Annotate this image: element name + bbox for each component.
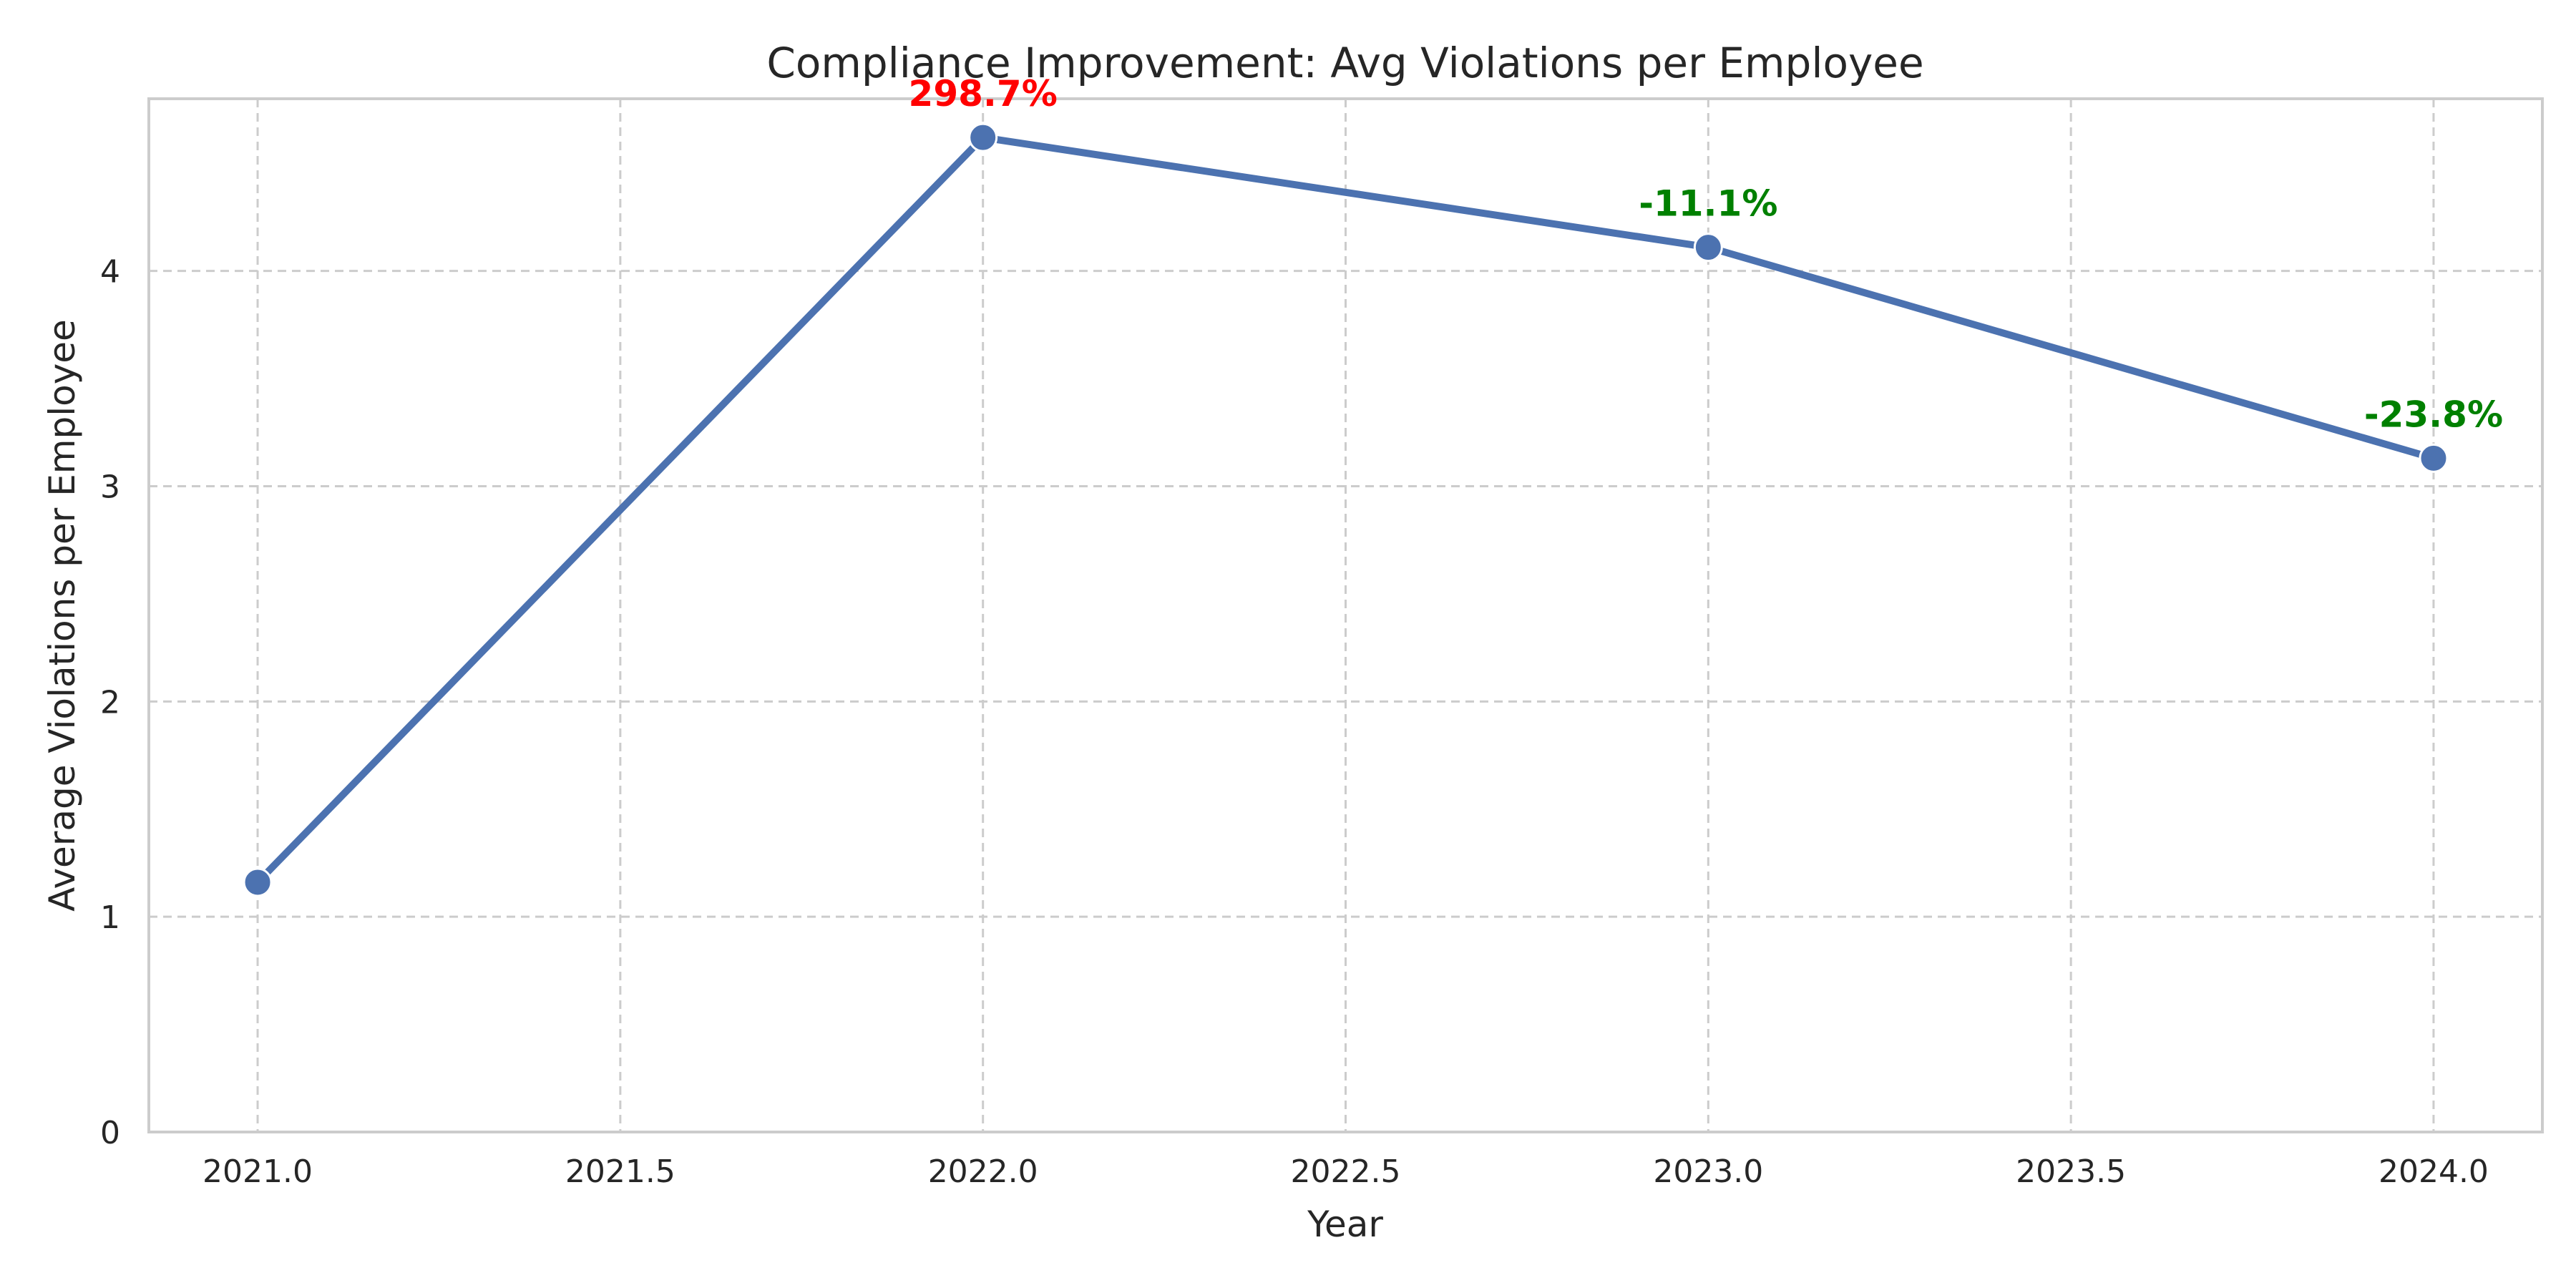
x-tick-label: 2023.5 xyxy=(2016,1153,2126,1190)
y-tick-label: 2 xyxy=(100,684,120,721)
data-point xyxy=(2419,443,2449,473)
series-line xyxy=(254,134,2437,887)
x-tick-label: 2022.0 xyxy=(928,1153,1038,1190)
x-axis-ticks: 2021.0 2021.5 2022.0 2022.5 2023.0 2023.5 2024… xyxy=(203,1153,2489,1190)
x-tick-label: 2024.0 xyxy=(2379,1153,2489,1190)
chart-title: Compliance Improvement: Avg Violations p… xyxy=(766,39,1923,87)
x-tick-label: 2021.5 xyxy=(565,1153,675,1190)
x-tick-label: 2023.0 xyxy=(1653,1153,1763,1190)
series-layer xyxy=(254,134,2437,887)
data-point xyxy=(968,122,998,152)
y-tick-label: 1 xyxy=(100,899,120,936)
data-label: 298.7% xyxy=(909,73,1058,114)
y-tick-label: 4 xyxy=(100,254,120,291)
y-tick-label: 0 xyxy=(100,1115,120,1151)
annotation-layer: 298.7% -11.1% -23.8% xyxy=(909,73,2504,435)
y-axis-label: Average Violations per Employee xyxy=(42,319,83,912)
data-point xyxy=(1693,233,1723,263)
x-tick-label: 2022.5 xyxy=(1291,1153,1401,1190)
grid xyxy=(149,99,2542,1132)
data-point xyxy=(243,867,273,897)
plot-frame xyxy=(147,97,2544,1133)
data-label: -11.1% xyxy=(1639,183,1777,225)
data-label: -23.8% xyxy=(2364,394,2503,435)
x-tick-label: 2021.0 xyxy=(203,1153,313,1190)
marker-layer xyxy=(243,122,2449,897)
y-tick-label: 3 xyxy=(100,469,120,506)
y-axis-ticks: 0 1 2 3 4 xyxy=(100,254,120,1151)
x-axis-label: Year xyxy=(1307,1204,1383,1245)
